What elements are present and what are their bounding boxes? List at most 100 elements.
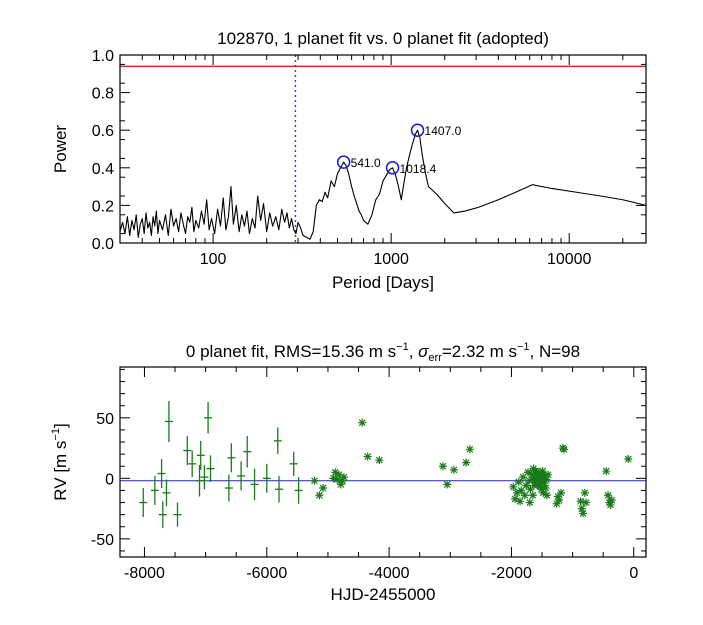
rv-star-point	[338, 476, 347, 485]
y-tick-label: 0.2	[92, 198, 114, 215]
rv-frame	[119, 366, 647, 558]
rv-y-axis-label-exp: −1	[50, 428, 62, 441]
rv-star-point	[443, 480, 452, 489]
x-tick-label: 10000	[547, 251, 592, 268]
y-tick-label: 0	[105, 471, 114, 488]
rv-star-point	[509, 482, 518, 491]
rv-star-point	[541, 484, 550, 493]
y-tick-label: 0.0	[92, 236, 114, 253]
rv-star-point	[462, 458, 471, 467]
rv-star-point	[331, 468, 340, 477]
rv-star-point	[555, 496, 564, 505]
rv-star-point	[536, 482, 545, 491]
rv-star-point	[542, 491, 551, 500]
y-tick-label: 1.0	[92, 48, 114, 65]
x-tick-label: -4000	[369, 565, 410, 582]
rv-star-point	[514, 477, 523, 486]
y-tick-label: 50	[96, 411, 114, 428]
rv-star-point	[556, 488, 565, 497]
rv-title-sub: err	[428, 352, 442, 364]
periodogram-x-axis-label: Period [Days]	[332, 273, 434, 292]
rv-title-sigma: σ	[418, 342, 429, 361]
rv-star-point	[375, 456, 384, 465]
rv-star-point	[560, 445, 569, 454]
rv-star-point	[576, 497, 585, 506]
peak-label: 541.0	[351, 156, 381, 170]
periodogram-line	[120, 129, 646, 240]
rv-star-point	[310, 476, 319, 485]
rv-star-point	[538, 467, 547, 476]
rv-star-point	[525, 498, 534, 507]
rv-title-suffix: , N=98	[530, 342, 581, 361]
rv-star-point	[582, 498, 591, 507]
peak-label: 1407.0	[425, 124, 462, 138]
rv-star-point	[339, 473, 348, 482]
rv-star-point	[465, 445, 474, 454]
rv-star-point	[535, 473, 544, 482]
rv-star-point	[438, 462, 447, 471]
rv-star-point	[334, 470, 343, 479]
rv-star-point	[315, 491, 324, 500]
rv-title-mid: =2.32 m s	[442, 342, 517, 361]
rv-star-point	[525, 476, 534, 485]
rv-star-point	[512, 488, 521, 497]
rv-star-point	[363, 452, 372, 461]
rv-star-point	[528, 491, 537, 500]
rv-title-exp2: −1	[517, 341, 530, 353]
rv-y-axis-label-main: RV [m s	[51, 441, 70, 501]
rv-star-point	[553, 492, 562, 501]
rv-star-point	[358, 418, 367, 427]
rv-star-point	[539, 474, 548, 483]
rv-star-point	[552, 499, 561, 508]
rv-panel: 0 planet fit, RMS=15.36 m s−1, σerr=2.32…	[50, 341, 647, 604]
rv-star-point	[522, 481, 531, 490]
x-tick-label: 0	[629, 565, 638, 582]
rv-x-axis-label: HJD-2455000	[331, 585, 436, 604]
peak-marker	[410, 123, 425, 137]
rv-star-point	[336, 480, 345, 489]
rv-star-point	[516, 497, 525, 506]
rv-y-axis-label: RV [m s−1]	[50, 423, 70, 500]
rv-star-point	[535, 477, 544, 486]
rv-star-point	[542, 475, 551, 484]
rv-star-point	[604, 491, 613, 500]
rv-star-point	[541, 471, 550, 480]
rv-star-point	[577, 504, 586, 513]
peak-marker	[385, 161, 400, 175]
rv-star-point	[530, 481, 539, 490]
x-tick-label: -8000	[124, 565, 165, 582]
rv-star-point	[606, 500, 615, 509]
rv-star-point	[523, 468, 532, 477]
rv-star-point	[329, 474, 338, 483]
rv-star-point	[517, 486, 526, 495]
rv-star-point	[520, 491, 529, 500]
periodogram-frame	[119, 54, 647, 244]
rv-y-axis-label-end: ]	[51, 423, 70, 428]
rv-star-point	[544, 470, 553, 479]
x-tick-label: -2000	[491, 565, 532, 582]
y-tick-label: -50	[91, 532, 114, 549]
rv-star-point	[319, 484, 328, 493]
rv-star-point	[539, 488, 548, 497]
rv-star-point	[526, 485, 535, 494]
rv-star-point	[602, 467, 611, 476]
rv-star-point	[519, 473, 528, 482]
x-tick-label: -6000	[246, 565, 287, 582]
peak-marker	[336, 155, 351, 169]
rv-title: 0 planet fit, RMS=15.36 m s−1, σerr=2.32…	[186, 341, 580, 364]
rv-star-point	[607, 496, 616, 505]
rv-star-point	[511, 494, 520, 503]
rv-star-point	[528, 475, 537, 484]
rv-star-point	[537, 485, 546, 494]
rv-title-prefix: 0 planet fit, RMS=15.36 m s	[186, 342, 396, 361]
y-tick-label: 0.6	[92, 123, 114, 140]
rv-star-point	[540, 479, 549, 488]
rv-title-comma: ,	[409, 342, 418, 361]
rv-title-exp1: −1	[396, 341, 409, 353]
peak-label: 1018.4	[400, 162, 437, 176]
rv-star-point	[527, 470, 536, 479]
periodogram-panel: 102870, 1 planet fit vs. 0 planet fit (a…	[51, 29, 647, 292]
periodogram-title: 102870, 1 planet fit vs. 0 planet fit (a…	[217, 29, 549, 48]
x-tick-label: 100	[200, 251, 227, 268]
